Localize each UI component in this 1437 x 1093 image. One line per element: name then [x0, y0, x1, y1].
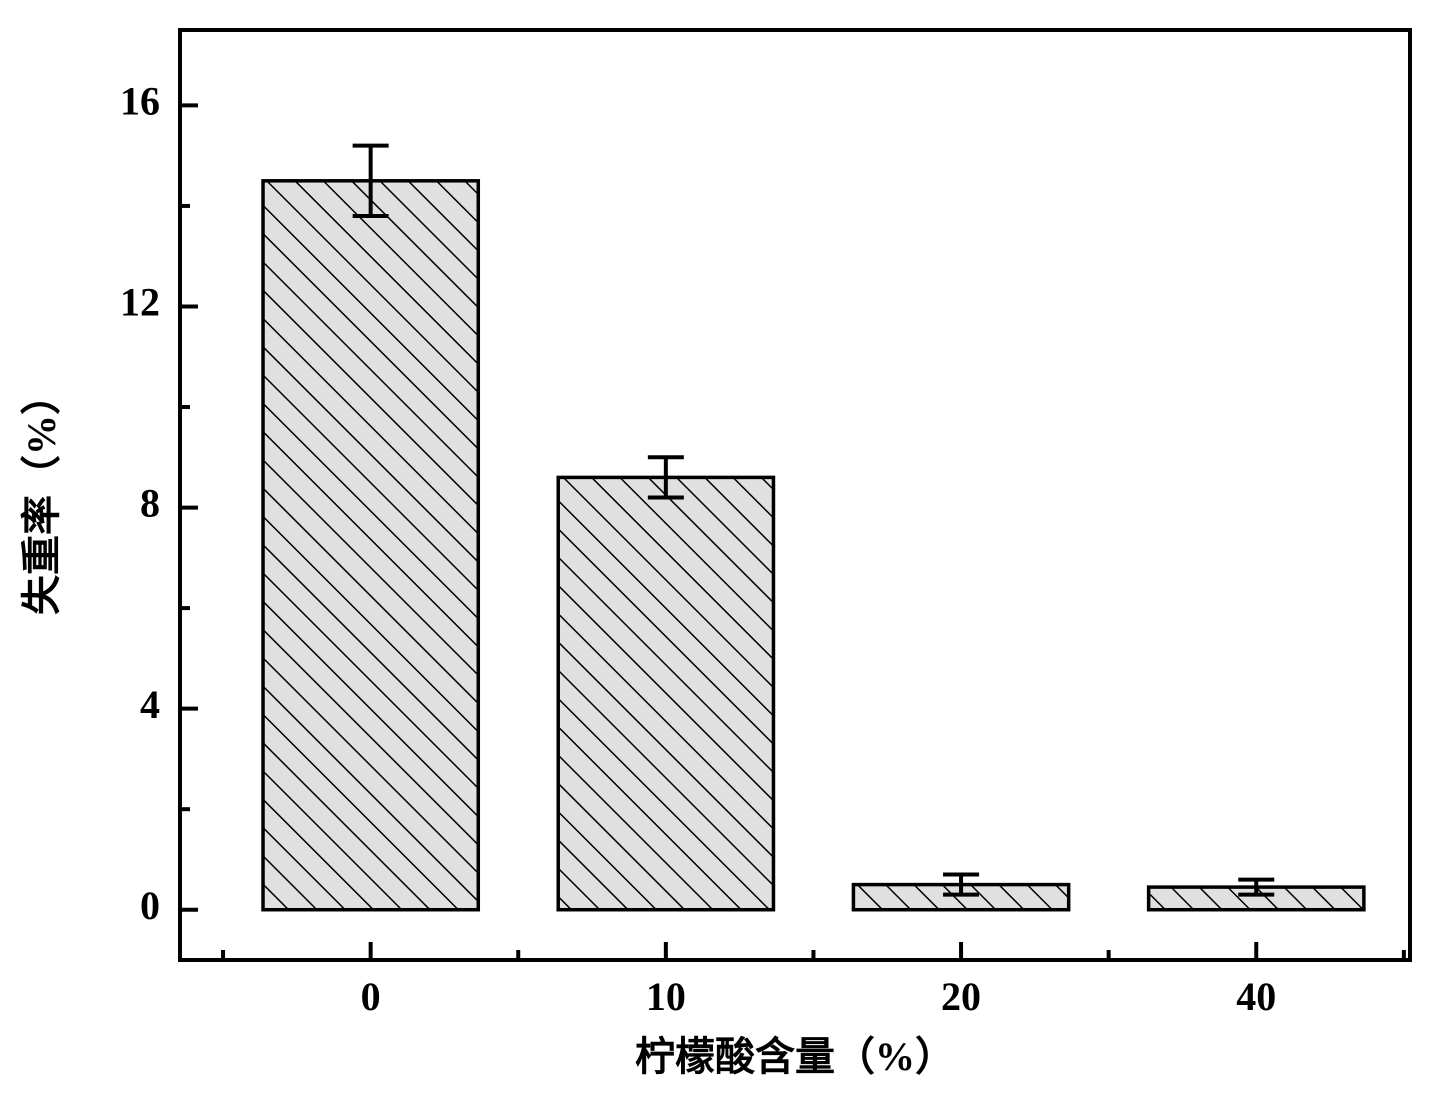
y-tick-label: 4	[140, 682, 160, 727]
bar	[263, 181, 478, 910]
bar	[558, 477, 773, 909]
y-axis-label: 失重率（%）	[19, 375, 64, 615]
x-axis-label: 柠檬酸含量（%）	[635, 1034, 955, 1079]
x-tick-label: 40	[1236, 974, 1276, 1019]
y-tick-label: 8	[140, 481, 160, 526]
y-tick-label: 0	[140, 883, 160, 928]
y-tick-label: 12	[120, 280, 160, 325]
bar-chart: 0 4 8 12 16 0 10 20 40 失重率（%） 柠檬酸含量（%）	[0, 0, 1437, 1093]
y-tick-label: 16	[120, 79, 160, 124]
x-tick-label: 20	[941, 974, 981, 1019]
x-tick-label: 10	[646, 974, 686, 1019]
x-tick-label: 0	[361, 974, 381, 1019]
